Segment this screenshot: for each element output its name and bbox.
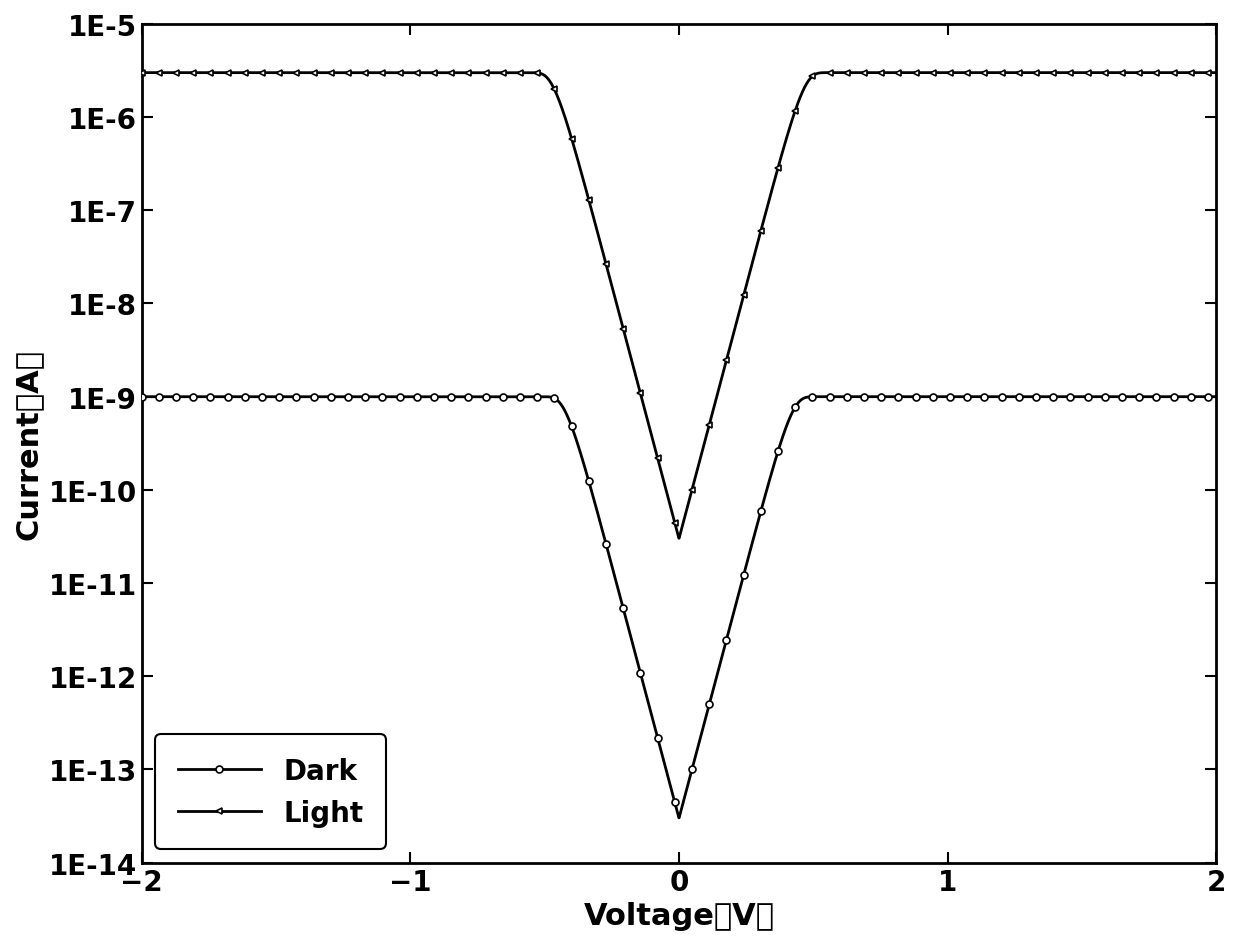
Light xyxy=(1018,68,1033,79)
Dark xyxy=(134,392,149,403)
Light xyxy=(671,533,686,545)
Light xyxy=(544,80,559,92)
Legend: Dark, Light: Dark, Light xyxy=(155,734,386,849)
Light xyxy=(134,68,149,79)
Dark xyxy=(544,393,559,404)
Dark xyxy=(1018,392,1033,403)
Light xyxy=(936,68,951,79)
Line: Dark: Dark xyxy=(138,394,1220,821)
Light xyxy=(330,68,345,79)
X-axis label: Voltage（V）: Voltage（V） xyxy=(584,902,775,930)
Dark xyxy=(330,392,345,403)
Line: Light: Light xyxy=(138,70,1220,542)
Dark xyxy=(671,812,686,823)
Dark xyxy=(1209,392,1224,403)
Dark xyxy=(936,392,951,403)
Y-axis label: Current（A）: Current（A） xyxy=(14,348,43,539)
Light xyxy=(833,68,848,79)
Dark xyxy=(779,421,794,432)
Light xyxy=(779,134,794,145)
Dark xyxy=(833,392,848,403)
Light xyxy=(1209,68,1224,79)
